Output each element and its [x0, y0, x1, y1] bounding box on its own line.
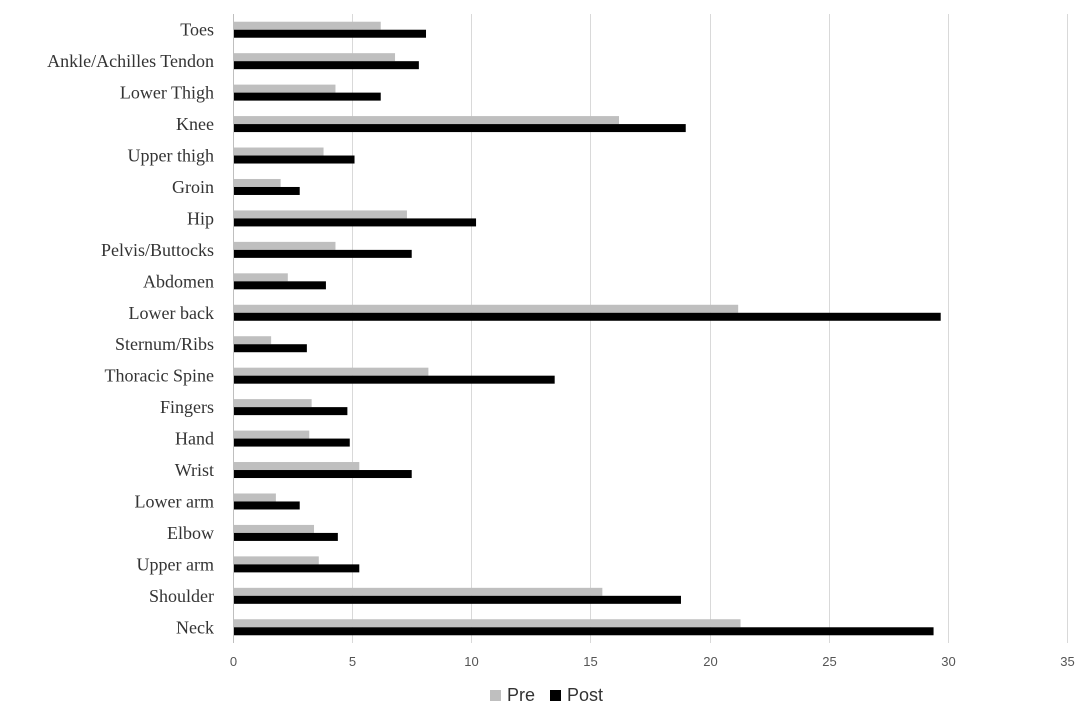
x-tick-label: 20: [703, 654, 717, 669]
bar-pre: [234, 524, 315, 533]
x-tick-label: 30: [941, 654, 955, 669]
category-labels: Toes Ankle/Achilles Tendon Lower Thigh Knee…: [47, 20, 214, 638]
category-label: Elbow: [167, 523, 214, 543]
bar-pre: [234, 587, 603, 596]
bar-post: [234, 92, 381, 101]
x-tick-label: 15: [583, 654, 597, 669]
bar-post: [234, 281, 326, 290]
category-label: Lower Thigh: [120, 83, 214, 103]
category-label: Hip: [187, 208, 214, 228]
category-label: Abdomen: [143, 271, 214, 291]
bar-pre: [234, 367, 429, 376]
legend-swatch-post: [550, 690, 561, 701]
bar-pre: [234, 493, 276, 502]
category-label: Lower arm: [135, 491, 214, 511]
bar-pre: [234, 84, 336, 93]
bar-pre: [234, 210, 407, 219]
x-tick-label: 25: [822, 654, 836, 669]
category-label: Sternum/Ribs: [115, 334, 214, 354]
category-label: Fingers: [160, 397, 214, 417]
category-label: Thoracic Spine: [105, 366, 214, 386]
x-tick-label: 35: [1060, 654, 1074, 669]
bar-post: [234, 344, 307, 353]
legend: Pre Post: [490, 685, 603, 705]
bar-pre: [234, 53, 396, 62]
bar-pre: [234, 619, 741, 628]
bar-pre: [234, 304, 739, 313]
gridlines: [233, 14, 1068, 643]
bar-pre: [234, 399, 312, 408]
bar-post: [234, 61, 419, 70]
bar-pre: [234, 21, 381, 30]
legend-label-pre: Pre: [507, 685, 535, 705]
bar-pre: [234, 273, 288, 282]
bar-post: [234, 312, 941, 321]
category-label: Hand: [175, 429, 214, 449]
bar-post: [234, 186, 300, 195]
category-label: Toes: [180, 20, 214, 40]
bar-pre: [234, 336, 272, 345]
bar-post: [234, 595, 681, 604]
bar-post: [234, 438, 350, 447]
x-tick-labels: 0 5 10 15 20 25 30 35: [230, 654, 1075, 669]
category-label: Shoulder: [149, 586, 214, 606]
category-label: Pelvis/Buttocks: [101, 240, 214, 260]
bar-post: [234, 564, 360, 573]
bar-post: [234, 218, 477, 227]
bars: [234, 21, 941, 636]
x-tick-label: 10: [464, 654, 478, 669]
category-label: Neck: [176, 617, 214, 637]
bar-post: [234, 532, 338, 541]
legend-label-post: Post: [567, 685, 603, 705]
bar-post: [234, 407, 348, 416]
category-label: Lower back: [129, 303, 214, 323]
bar-post: [234, 470, 412, 479]
bar-post: [234, 29, 427, 38]
bar-post: [234, 155, 355, 164]
bar-post: [234, 375, 555, 384]
bar-pre: [234, 556, 319, 565]
x-tick-label: 5: [349, 654, 356, 669]
bar-pre: [234, 462, 360, 471]
category-label: Groin: [172, 177, 214, 197]
category-label: Wrist: [175, 460, 214, 480]
category-label: Upper thigh: [128, 146, 214, 166]
bar-post: [234, 627, 934, 636]
bar-pre: [234, 178, 281, 187]
bar-post: [234, 249, 412, 258]
category-label: Knee: [176, 114, 214, 134]
bar-pre: [234, 241, 336, 250]
x-tick-label: 0: [230, 654, 237, 669]
category-label: Ankle/Achilles Tendon: [47, 51, 214, 71]
legend-swatch-pre: [490, 690, 501, 701]
bar-post: [234, 124, 686, 133]
bar-pre: [234, 116, 620, 125]
category-label: Upper arm: [137, 554, 214, 574]
bar-pre: [234, 147, 324, 156]
bar-post: [234, 501, 300, 510]
bar-pre: [234, 430, 310, 439]
